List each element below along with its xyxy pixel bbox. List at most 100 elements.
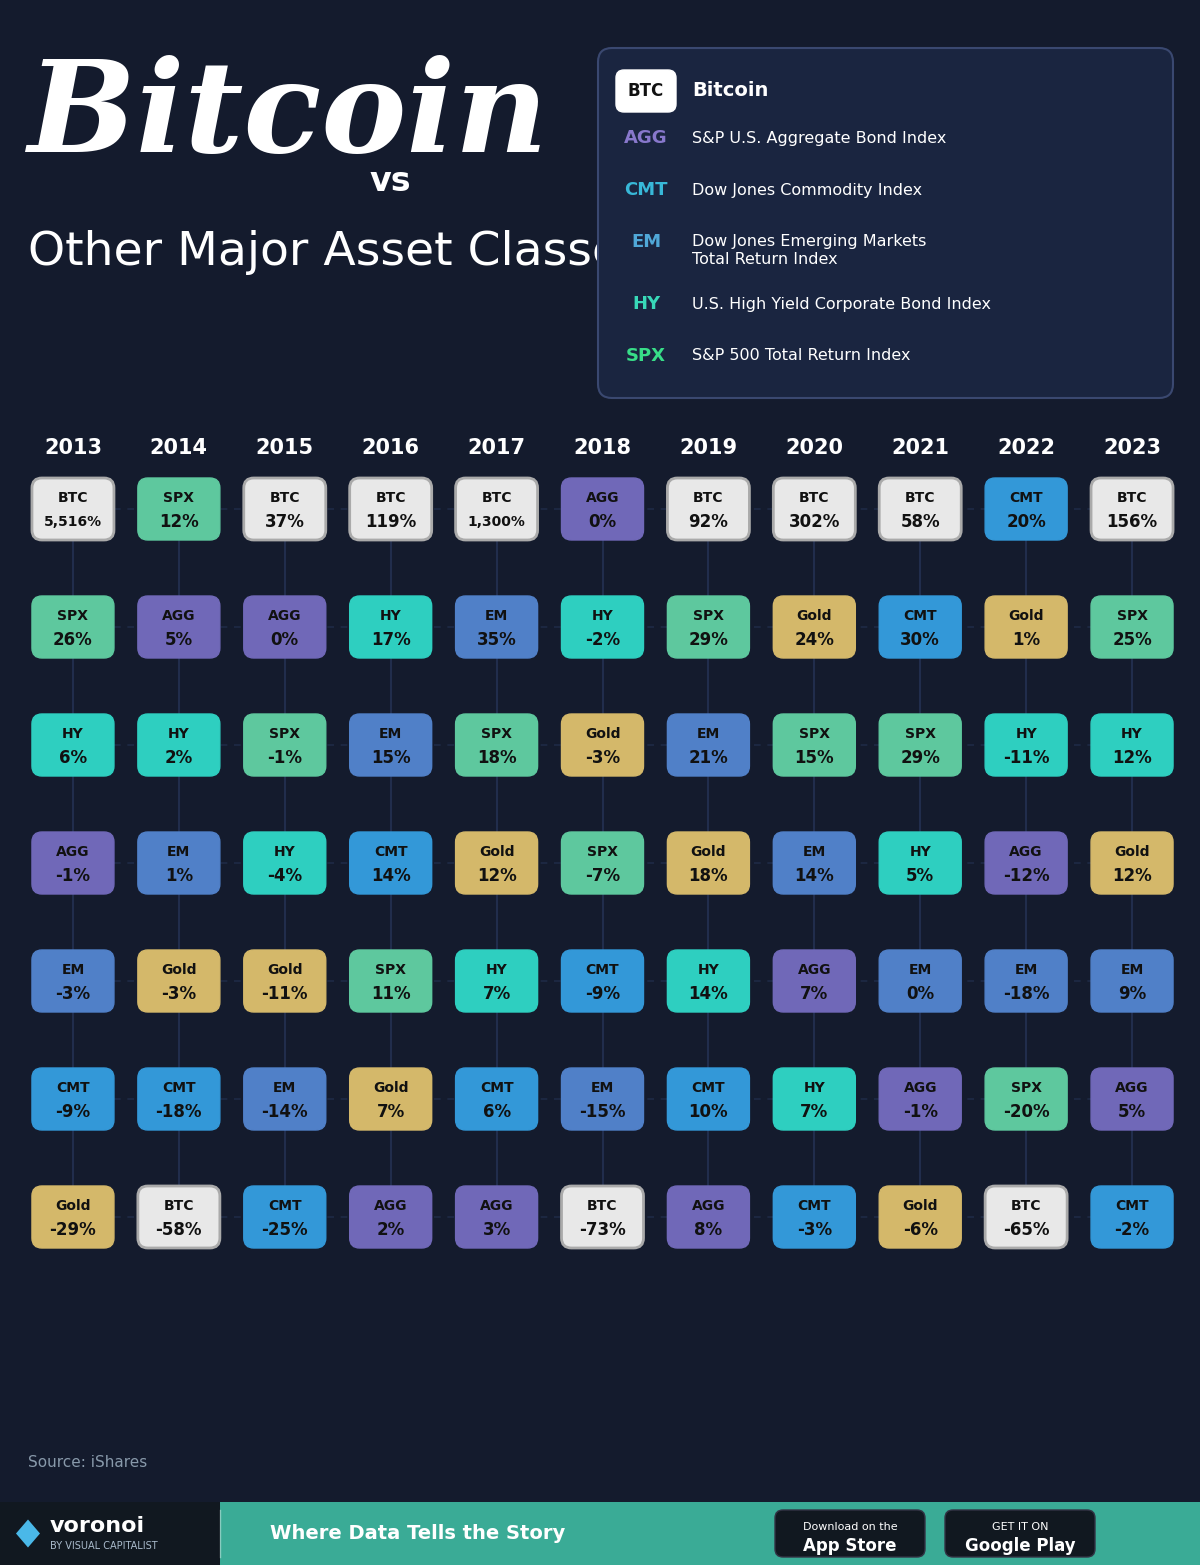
- Text: -29%: -29%: [49, 1221, 96, 1239]
- Text: -3%: -3%: [55, 984, 90, 1003]
- FancyBboxPatch shape: [138, 477, 220, 540]
- Text: Gold: Gold: [1008, 609, 1044, 623]
- FancyBboxPatch shape: [667, 950, 750, 1013]
- FancyBboxPatch shape: [946, 1510, 1096, 1557]
- FancyBboxPatch shape: [349, 1067, 432, 1130]
- Text: 11%: 11%: [371, 984, 410, 1003]
- FancyBboxPatch shape: [349, 477, 432, 540]
- Text: SPX: SPX: [587, 845, 618, 859]
- Text: BTC: BTC: [481, 491, 512, 505]
- Text: CMT: CMT: [586, 962, 619, 977]
- Text: Gold: Gold: [584, 728, 620, 740]
- FancyBboxPatch shape: [667, 833, 750, 894]
- FancyBboxPatch shape: [1091, 1067, 1174, 1130]
- Text: BTC: BTC: [799, 491, 829, 505]
- FancyBboxPatch shape: [562, 714, 643, 776]
- Text: AGG: AGG: [904, 1081, 937, 1096]
- Text: HY: HY: [1121, 728, 1142, 740]
- Text: CMT: CMT: [624, 182, 667, 199]
- Text: SPX: SPX: [163, 491, 194, 505]
- Text: -58%: -58%: [156, 1221, 202, 1239]
- FancyBboxPatch shape: [598, 49, 1174, 398]
- Text: 10%: 10%: [689, 1103, 728, 1121]
- FancyBboxPatch shape: [349, 950, 432, 1013]
- Text: 2013: 2013: [44, 438, 102, 459]
- FancyBboxPatch shape: [985, 950, 1067, 1013]
- FancyBboxPatch shape: [773, 714, 856, 776]
- Bar: [0, 1502, 220, 1565]
- FancyBboxPatch shape: [1091, 833, 1174, 894]
- Text: 7%: 7%: [482, 984, 511, 1003]
- Text: 30%: 30%: [900, 631, 940, 649]
- FancyBboxPatch shape: [985, 714, 1067, 776]
- Text: 5%: 5%: [1118, 1103, 1146, 1121]
- Bar: [0, 1502, 1200, 1565]
- Text: HY: HY: [62, 728, 84, 740]
- Text: Bitcoin: Bitcoin: [692, 81, 768, 100]
- Text: Source: iShares: Source: iShares: [28, 1455, 148, 1470]
- FancyBboxPatch shape: [1091, 714, 1174, 776]
- FancyBboxPatch shape: [32, 833, 114, 894]
- FancyBboxPatch shape: [562, 1186, 643, 1247]
- Text: 2014: 2014: [150, 438, 208, 459]
- Text: -20%: -20%: [1003, 1103, 1050, 1121]
- Polygon shape: [16, 1520, 40, 1548]
- Text: -3%: -3%: [161, 984, 197, 1003]
- Text: 18%: 18%: [476, 750, 516, 767]
- Text: 20%: 20%: [1007, 513, 1046, 531]
- Text: 2021: 2021: [892, 438, 949, 459]
- Text: BY VISUAL CAPITALIST: BY VISUAL CAPITALIST: [50, 1542, 157, 1551]
- Text: -1%: -1%: [902, 1103, 937, 1121]
- Text: BTC: BTC: [587, 1199, 618, 1213]
- Text: -2%: -2%: [1115, 1221, 1150, 1239]
- Text: Gold: Gold: [691, 845, 726, 859]
- Text: 12%: 12%: [1112, 750, 1152, 767]
- Text: -73%: -73%: [580, 1221, 626, 1239]
- FancyBboxPatch shape: [773, 950, 856, 1013]
- Text: BTC: BTC: [694, 491, 724, 505]
- Text: AGG: AGG: [586, 491, 619, 505]
- FancyBboxPatch shape: [456, 1067, 538, 1130]
- Text: 14%: 14%: [794, 867, 834, 884]
- Text: HY: HY: [274, 845, 295, 859]
- Text: 5%: 5%: [906, 867, 935, 884]
- Text: SPX: SPX: [905, 728, 936, 740]
- FancyBboxPatch shape: [562, 833, 643, 894]
- FancyBboxPatch shape: [773, 477, 856, 540]
- Text: 17%: 17%: [371, 631, 410, 649]
- Text: -9%: -9%: [584, 984, 620, 1003]
- FancyBboxPatch shape: [985, 1186, 1067, 1247]
- Text: vs: vs: [370, 164, 412, 199]
- Text: 21%: 21%: [689, 750, 728, 767]
- Text: EM: EM: [167, 845, 191, 859]
- Text: EM: EM: [61, 962, 84, 977]
- Text: 15%: 15%: [794, 750, 834, 767]
- FancyBboxPatch shape: [349, 596, 432, 657]
- Text: AGG: AGG: [56, 845, 90, 859]
- Text: 2%: 2%: [164, 750, 193, 767]
- Text: App Store: App Store: [803, 1537, 896, 1556]
- Text: 29%: 29%: [689, 631, 728, 649]
- Text: 18%: 18%: [689, 867, 728, 884]
- Text: -11%: -11%: [1003, 750, 1049, 767]
- Text: EM: EM: [379, 728, 402, 740]
- FancyBboxPatch shape: [880, 477, 961, 540]
- Text: Gold: Gold: [268, 962, 302, 977]
- Text: Gold: Gold: [161, 962, 197, 977]
- Text: Dow Jones Commodity Index: Dow Jones Commodity Index: [692, 183, 922, 197]
- Text: -3%: -3%: [584, 750, 620, 767]
- Text: Gold: Gold: [55, 1199, 91, 1213]
- Text: 119%: 119%: [365, 513, 416, 531]
- Text: BTC: BTC: [163, 1199, 194, 1213]
- Text: -11%: -11%: [262, 984, 308, 1003]
- FancyBboxPatch shape: [456, 833, 538, 894]
- Text: CMT: CMT: [1115, 1199, 1148, 1213]
- Text: 6%: 6%: [482, 1103, 511, 1121]
- Text: 5,516%: 5,516%: [44, 515, 102, 529]
- Text: HY: HY: [697, 962, 719, 977]
- Text: 2023: 2023: [1103, 438, 1162, 459]
- FancyBboxPatch shape: [1091, 950, 1174, 1013]
- Text: HY: HY: [910, 845, 931, 859]
- FancyBboxPatch shape: [244, 950, 325, 1013]
- FancyBboxPatch shape: [880, 714, 961, 776]
